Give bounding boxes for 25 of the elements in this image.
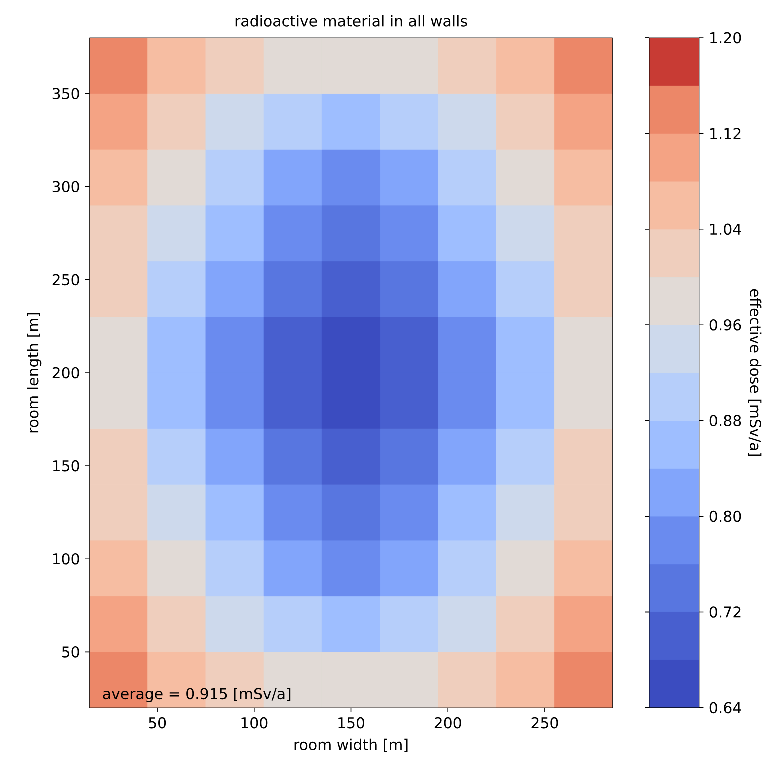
color-bar-label: 0.80: [710, 510, 742, 522]
color-bar-label: 0.72: [710, 606, 741, 618]
x-tick-label: 50: [149, 717, 166, 729]
color-bar-label: 1.12: [710, 128, 741, 140]
x-tick-label: 250: [532, 717, 558, 729]
y-tick-label: 50: [62, 646, 80, 658]
color-bar-label: 0.88: [710, 415, 742, 426]
y-axis-title: room length [m]: [27, 313, 42, 433]
x-tick-label: 150: [338, 717, 365, 729]
color-bar-label: 0.96: [710, 319, 742, 331]
y-tick-label: 250: [53, 274, 80, 286]
x-axis-title: room width [m]: [294, 738, 408, 752]
x-tick-label: 200: [435, 717, 462, 729]
x-tick-label: 100: [242, 717, 268, 729]
annotation: average = 0.915 [mSv/a]: [103, 688, 291, 702]
chart-title: radioactive material in all walls: [236, 15, 468, 27]
color-bar-title: effective dose [mSv/a]: [748, 289, 762, 456]
y-tick-label: 350: [53, 88, 80, 100]
y-tick-label: 200: [53, 367, 80, 379]
y-tick-label: 150: [54, 460, 80, 472]
y-tick-label: 300: [53, 181, 80, 193]
color-bar-label: 1.20: [710, 32, 742, 44]
color-bar-label: 1.04: [710, 224, 742, 236]
color-bar-label: 0.64: [710, 702, 742, 714]
y-tick-label: 100: [54, 553, 80, 565]
